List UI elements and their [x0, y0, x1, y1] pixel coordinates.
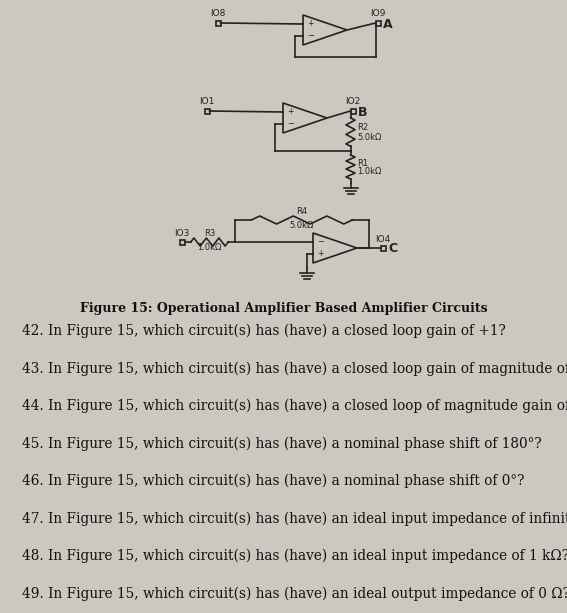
- Text: R3: R3: [204, 229, 215, 237]
- Text: 42. In Figure 15, which circuit(s) has (have) a closed loop gain of +1?: 42. In Figure 15, which circuit(s) has (…: [22, 324, 506, 338]
- Text: R4: R4: [296, 207, 307, 216]
- Bar: [215, 20, 221, 26]
- Text: C: C: [388, 243, 397, 256]
- Text: IO2: IO2: [345, 97, 361, 107]
- Text: +: +: [287, 107, 293, 116]
- Text: 49. In Figure 15, which circuit(s) has (have) an ideal output impedance of 0 Ω?: 49. In Figure 15, which circuit(s) has (…: [22, 587, 567, 601]
- Text: 5.0kΩ: 5.0kΩ: [290, 221, 314, 230]
- Text: +: +: [307, 20, 314, 28]
- Bar: [205, 109, 209, 113]
- Text: IO1: IO1: [200, 97, 215, 107]
- Text: Figure 15: Operational Amplifier Based Amplifier Circuits: Figure 15: Operational Amplifier Based A…: [80, 302, 487, 315]
- Bar: [380, 245, 386, 251]
- Text: R2: R2: [358, 123, 369, 132]
- Text: 45. In Figure 15, which circuit(s) has (have) a nominal phase shift of 180°?: 45. In Figure 15, which circuit(s) has (…: [22, 436, 541, 451]
- Bar: [180, 240, 184, 245]
- Text: −: −: [317, 237, 324, 246]
- Text: 44. In Figure 15, which circuit(s) has (have) a closed loop of magnitude gain of: 44. In Figure 15, which circuit(s) has (…: [22, 399, 567, 413]
- Text: IO3: IO3: [174, 229, 190, 237]
- Text: R1: R1: [358, 159, 369, 167]
- Text: +: +: [317, 249, 323, 259]
- Text: 1.0kΩ: 1.0kΩ: [197, 243, 222, 253]
- Text: IO4: IO4: [375, 235, 391, 243]
- Text: −: −: [287, 120, 294, 129]
- Bar: [375, 20, 380, 26]
- Text: IO8: IO8: [210, 9, 226, 18]
- Text: 1.0kΩ: 1.0kΩ: [358, 167, 382, 177]
- Bar: [350, 109, 356, 113]
- Text: B: B: [358, 105, 367, 118]
- Text: −: −: [307, 31, 314, 40]
- Text: 48. In Figure 15, which circuit(s) has (have) an ideal input impedance of 1 kΩ?: 48. In Figure 15, which circuit(s) has (…: [22, 549, 567, 563]
- Text: IO9: IO9: [370, 9, 386, 18]
- Text: 46. In Figure 15, which circuit(s) has (have) a nominal phase shift of 0°?: 46. In Figure 15, which circuit(s) has (…: [22, 474, 524, 489]
- Text: A: A: [383, 18, 392, 31]
- Text: 43. In Figure 15, which circuit(s) has (have) a closed loop gain of magnitude of: 43. In Figure 15, which circuit(s) has (…: [22, 362, 567, 376]
- Text: 47. In Figure 15, which circuit(s) has (have) an ideal input impedance of infini: 47. In Figure 15, which circuit(s) has (…: [22, 511, 567, 526]
- Text: 5.0kΩ: 5.0kΩ: [358, 132, 382, 142]
